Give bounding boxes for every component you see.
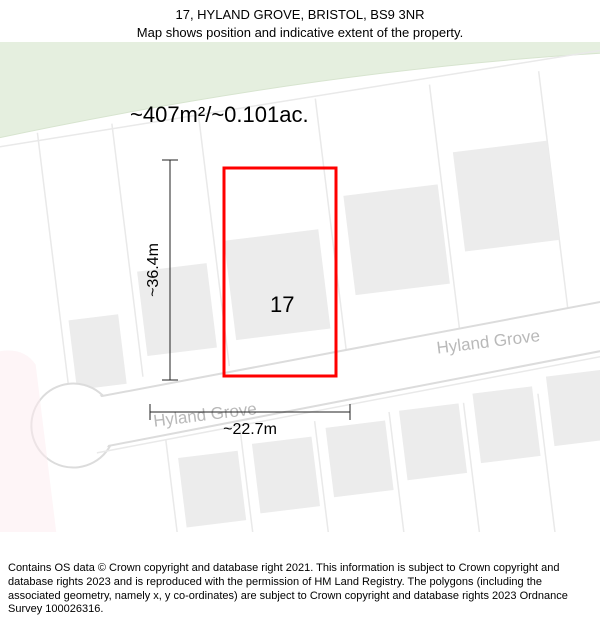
property-number: 17: [270, 292, 294, 318]
header: 17, HYLAND GROVE, BRISTOL, BS9 3NR Map s…: [0, 0, 600, 43]
height-label: ~36.4m: [145, 243, 162, 297]
address-title: 17, HYLAND GROVE, BRISTOL, BS9 3NR: [10, 6, 590, 24]
width-label: ~22.7m: [223, 421, 277, 438]
area-label: ~407m²/~0.101ac.: [130, 102, 309, 128]
footer-copyright: Contains OS data © Crown copyright and d…: [0, 556, 600, 625]
subtitle: Map shows position and indicative extent…: [10, 24, 590, 42]
map-canvas: Hyland GroveHyland Grove~22.7m~36.4m ~40…: [0, 42, 600, 532]
